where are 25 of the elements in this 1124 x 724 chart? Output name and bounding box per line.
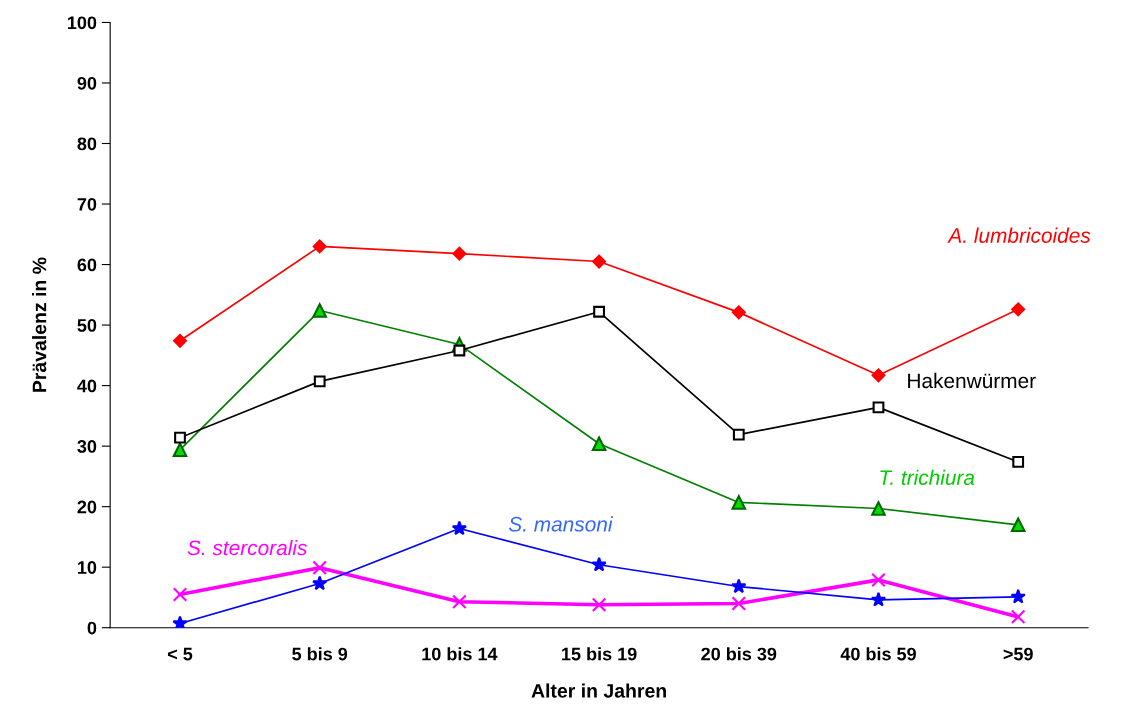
y-tick-label: 30 [77,440,97,453]
y-tick-label: 0 [87,621,97,635]
y-tick-label: 10 [78,561,97,574]
y-tick-label: 50 [77,319,97,332]
x-tick-label: 5 bis 9 [292,647,348,661]
y-tick-label: 70 [77,197,97,211]
text: A. lumbricoides [947,227,1091,243]
y-tick-label: 80 [77,137,97,151]
series-label: S. mansoni [508,516,613,532]
x-tick-label: 15 bis 19 [562,647,637,661]
x-tick-label: 40 bis 59 [840,647,916,661]
x-tick-label: >59 [1003,647,1033,661]
series-label: S. stercoralis [187,539,307,556]
y-tick-label: 90 [77,76,97,90]
series-label: T. trichiura [880,469,975,486]
x-axis-title: Alter in Jahren [531,683,666,698]
y-tick-label: 20 [77,500,97,514]
x-tick-label: 20 bis 39 [701,647,777,661]
y-tick-label: 40 [77,379,97,393]
y-tick-label: 100 [67,16,97,30]
x-tick-label: 10 bis 14 [422,647,498,661]
y-tick-label: 60 [77,258,97,272]
y-axis-title: Prävalenz in % [32,257,47,392]
series-label: Hakenwürmer [908,372,1036,389]
x-tick-label: < 5 [167,647,193,661]
